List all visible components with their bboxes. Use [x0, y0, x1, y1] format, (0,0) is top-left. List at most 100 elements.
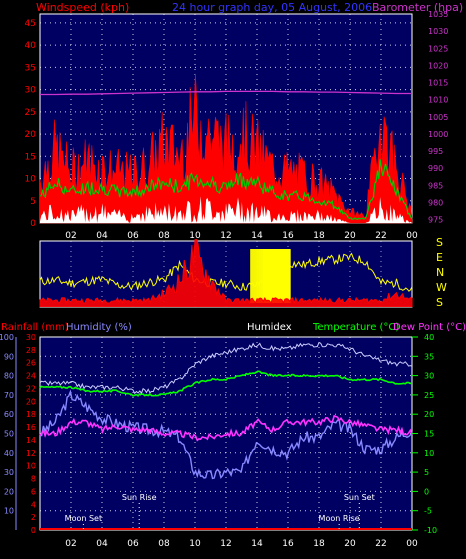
rainfall-tick: 22 — [26, 384, 36, 393]
wind-x-tick: 04 — [96, 231, 108, 241]
wind-x-tick: 12 — [220, 231, 231, 241]
temperature-tick: -5 — [424, 507, 432, 516]
temp-x-tick: 14 — [251, 539, 263, 549]
wind-left-tick: 0 — [30, 219, 36, 229]
barometer-right-tick: 975 — [428, 216, 443, 225]
dewpoint-axis-title: Dew Point (°C) — [393, 322, 466, 333]
rainfall-tick: 28 — [26, 346, 36, 355]
wind-x-tick: 20 — [344, 231, 356, 241]
direction-plot-area — [39, 240, 413, 308]
rainfall-tick: 26 — [26, 359, 36, 368]
humidity-tick: 40 — [4, 449, 14, 458]
direction-series — [39, 238, 413, 307]
rainfall-axis-title: Rainfall (mm) — [1, 322, 69, 333]
wind-x-tick: 16 — [282, 231, 294, 241]
rainfall-tick: 24 — [26, 372, 36, 381]
wind-left-tick: 15 — [25, 152, 36, 162]
barometer-right-tick: 995 — [428, 147, 443, 156]
temp-grid — [40, 337, 413, 530]
barometer-right-tick: 1000 — [428, 130, 448, 139]
temperature-tick: 15 — [424, 430, 434, 439]
humidity-tick: 30 — [4, 468, 14, 477]
humidity-axis-title: Humidity (%) — [66, 322, 132, 333]
humidity-tick: 50 — [4, 430, 14, 439]
compass-label: S — [436, 296, 443, 309]
wind-x-tick: 06 — [127, 231, 139, 241]
temp-x-tick: 06 — [127, 539, 139, 549]
wind-series — [39, 73, 413, 224]
barometer-right-tick: 980 — [428, 198, 443, 207]
chart-title: 24 hour graph day, 05 August, 2006 — [172, 1, 372, 14]
wind-left-tick: 45 — [25, 19, 36, 29]
barometer-line — [40, 90, 412, 96]
temperature-tick: 20 — [424, 410, 434, 419]
wind-left-tick: 25 — [25, 108, 36, 118]
temp-x-tick: 12 — [220, 539, 231, 549]
event-label: Sun Rise — [122, 493, 157, 502]
rainfall-tick: 12 — [26, 449, 36, 458]
barometer-right-tick: 985 — [428, 181, 443, 190]
wind-x-tick: 00 — [406, 231, 418, 241]
barometer-right-tick: 1005 — [428, 113, 448, 122]
humidity-line — [40, 389, 413, 480]
humidity-tick: 70 — [4, 391, 14, 400]
temperature-tick: 10 — [424, 449, 434, 458]
rainfall-tick: 4 — [31, 500, 36, 509]
humidity-tick: 20 — [4, 487, 14, 496]
compass-label: W — [436, 281, 447, 294]
direction-wind-trace — [39, 238, 413, 307]
temp-x-tick: 20 — [344, 539, 356, 549]
wind-left-tick: 30 — [25, 86, 37, 96]
humidity-tick: 60 — [4, 410, 14, 419]
temp-x-tick: 16 — [282, 539, 294, 549]
compass-label: N — [436, 266, 444, 279]
temperature-tick: 0 — [424, 487, 429, 496]
temperature-tick: -10 — [424, 526, 437, 535]
temperature-tick: 35 — [424, 352, 434, 361]
barometer-right-tick: 990 — [428, 164, 443, 173]
compass-label: E — [436, 251, 443, 264]
wind-left-tick: 10 — [25, 175, 37, 185]
humidex-line — [39, 341, 413, 395]
rainfall-tick: 6 — [31, 487, 36, 496]
barometer-axis-title: Barometer (hpa) — [372, 1, 463, 14]
rainfall-tick: 10 — [26, 462, 36, 471]
wind-x-tick: 22 — [375, 231, 386, 241]
humidity-tick: 80 — [4, 372, 14, 381]
rainfall-tick: 20 — [26, 397, 36, 406]
avg-wind-line — [39, 159, 413, 221]
temp-x-tick: 08 — [158, 539, 170, 549]
temperature-axis-title: Temperature (°C) — [312, 322, 399, 333]
temp-x-tick: 00 — [406, 539, 418, 549]
wind-x-tick: 14 — [251, 231, 263, 241]
humidity-tick: 10 — [4, 507, 14, 516]
rainfall-tick: 16 — [26, 423, 36, 432]
astro-events: Moon Set Sun Rise Moon Rise Sun Set — [65, 493, 375, 530]
barometer-right-tick: 1030 — [428, 27, 448, 36]
event-label: Moon Set — [65, 514, 102, 523]
humidity-tick: 90 — [4, 352, 14, 361]
rainfall-tick: 8 — [31, 475, 36, 484]
event-label: Moon Rise — [319, 514, 360, 523]
temp-axes: -10-505101520253035401020304050607080901… — [0, 333, 437, 549]
wind-x-tick: 18 — [313, 231, 325, 241]
barometer-right-tick: 1010 — [428, 96, 448, 105]
rainfall-tick: 30 — [26, 333, 36, 342]
rainfall-tick: 18 — [26, 410, 36, 419]
temperature-tick: 5 — [424, 468, 429, 477]
direction-line — [39, 252, 413, 292]
temp-x-tick: 22 — [375, 539, 386, 549]
wind-left-tick: 5 — [30, 197, 36, 207]
min-wind-area — [40, 196, 412, 223]
barometer-right-tick: 1020 — [428, 61, 448, 70]
temp-series — [39, 341, 413, 530]
humidex-axis-title: Humidex — [247, 322, 292, 333]
compass-label: S — [436, 236, 443, 249]
rainfall-tick: 0 — [31, 526, 36, 535]
dewpoint-line — [39, 414, 413, 442]
temp-x-tick: 04 — [96, 539, 108, 549]
temp-x-tick: 18 — [313, 539, 325, 549]
barometer-right-tick: 1025 — [428, 44, 448, 53]
